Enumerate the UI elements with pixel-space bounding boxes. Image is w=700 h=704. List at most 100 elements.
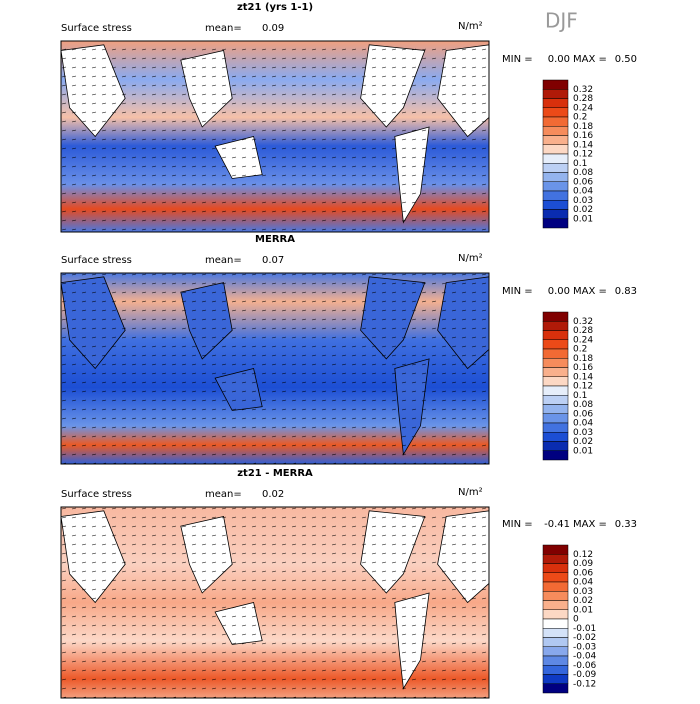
colorbar-box — [542, 544, 569, 555]
colorbar-label: 0.16 — [573, 131, 593, 141]
colorbar-box — [542, 89, 569, 99]
colorbar-box — [542, 153, 569, 164]
colorbar-label: 0.16 — [573, 363, 593, 373]
colorbar-label: 0.18 — [573, 354, 593, 364]
mean-value: 0.02 — [262, 489, 284, 500]
colorbar-box — [542, 144, 569, 155]
colorbar-label: 0.06 — [573, 568, 593, 578]
colorbar-label: 0.28 — [573, 94, 593, 104]
min-value: -0.41 — [544, 519, 570, 530]
colorbar-box — [542, 126, 569, 136]
colorbar-label: -0.03 — [573, 642, 596, 652]
colorbar-label: 0.01 — [573, 605, 593, 615]
colorbar-label: 0.08 — [573, 400, 593, 410]
colorbar-box — [542, 637, 569, 647]
colorbar-box — [542, 618, 569, 629]
min-label: MIN = — [502, 286, 533, 297]
colorbar-label: -0.06 — [573, 661, 597, 671]
colorbar-box — [542, 98, 569, 108]
colorbar-label: 0.09 — [573, 559, 593, 569]
colorbar-box — [542, 413, 569, 424]
colorbar-box — [542, 655, 569, 666]
colorbar-box — [542, 376, 569, 387]
map-frame — [60, 506, 490, 699]
colorbar-box — [542, 311, 569, 322]
colorbar-box — [542, 646, 569, 657]
min-label: MIN = — [502, 54, 533, 65]
colorbar-label: 0.06 — [573, 409, 593, 419]
colorbar-label: 0.02 — [573, 205, 593, 215]
colorbar-box — [542, 441, 569, 451]
wind-vectors — [61, 273, 489, 464]
colorbar-label: 0.12 — [573, 382, 593, 392]
colorbar-box — [542, 79, 569, 90]
colorbar-label: -0.09 — [573, 670, 597, 680]
colorbar-label: 0.2 — [573, 345, 587, 355]
colorbar-label: -0.04 — [573, 652, 597, 662]
colorbar-box — [542, 432, 569, 442]
panel-title: zt21 - MERRA — [237, 468, 313, 479]
colorbar-box — [542, 339, 569, 350]
colorbar-label: 0.24 — [573, 103, 593, 113]
colorbar-box — [542, 422, 569, 433]
colorbar-box — [542, 116, 569, 127]
colorbar-box — [542, 172, 569, 182]
colorbar-label: 0.12 — [573, 550, 593, 560]
panel-title: MERRA — [255, 234, 295, 245]
colorbar-box — [542, 163, 569, 173]
colorbar-box — [542, 404, 569, 414]
colorbar-label: 0.08 — [573, 168, 593, 178]
colorbar-label: 0.14 — [573, 372, 593, 382]
max-value: 0.50 — [615, 54, 637, 65]
colorbar-box — [542, 581, 569, 592]
colorbar-label: 0.06 — [573, 177, 593, 187]
colorbar-box — [542, 218, 569, 229]
colorbar-box — [542, 348, 569, 359]
colorbar-box — [542, 107, 569, 118]
units: N/m² — [458, 21, 483, 32]
panels: zt21 (yrs 1-1) Surface stress mean= 0.09 N/m… — [60, 2, 637, 699]
max-label: MAX = — [573, 286, 607, 297]
wind-vectors — [61, 507, 489, 698]
colorbar-box — [542, 665, 569, 675]
units: N/m² — [458, 487, 483, 498]
colorbar-box — [542, 135, 569, 145]
colorbar-label: 0.28 — [573, 326, 593, 336]
colorbar-box — [542, 554, 569, 564]
field-label: Surface stress — [61, 23, 132, 34]
max-value: 0.83 — [615, 286, 637, 297]
colorbar-box — [542, 609, 569, 620]
colorbar-box — [542, 190, 569, 201]
colorbar-box — [542, 683, 569, 694]
colorbar-label: 0.04 — [573, 419, 593, 429]
mean-label: mean= — [205, 489, 242, 500]
colorbar-label: 0.03 — [573, 587, 593, 597]
mean-value: 0.07 — [262, 255, 284, 266]
colorbar-box — [542, 200, 569, 210]
mean-label: mean= — [205, 255, 242, 266]
colorbar-label: 0.03 — [573, 428, 593, 438]
mean-value: 0.09 — [262, 23, 284, 34]
field-label: Surface stress — [61, 489, 132, 500]
colorbar-box — [542, 321, 569, 331]
colorbar-label: 0.02 — [573, 596, 593, 606]
max-label: MAX = — [573, 54, 607, 65]
colorbar-box — [542, 563, 569, 573]
colorbar-box — [542, 600, 569, 610]
mean-label: mean= — [205, 23, 242, 34]
min-label: MIN = — [502, 519, 533, 530]
colorbar-box — [542, 450, 569, 461]
colorbar-label: -0.01 — [573, 624, 596, 634]
colorbar-box — [542, 330, 569, 340]
wind-vectors — [61, 41, 489, 232]
colorbar-box — [542, 674, 569, 684]
colorbar-label: 0.14 — [573, 140, 593, 150]
units: N/m² — [458, 253, 483, 264]
min-value: 0.00 — [548, 286, 570, 297]
colorbar-label: 0.01 — [573, 214, 593, 224]
max-label: MAX = — [573, 519, 607, 530]
field-label: Surface stress — [61, 255, 132, 266]
colorbar-label: 0.03 — [573, 196, 593, 206]
colorbar-box — [542, 358, 569, 368]
map-frame — [60, 40, 490, 233]
